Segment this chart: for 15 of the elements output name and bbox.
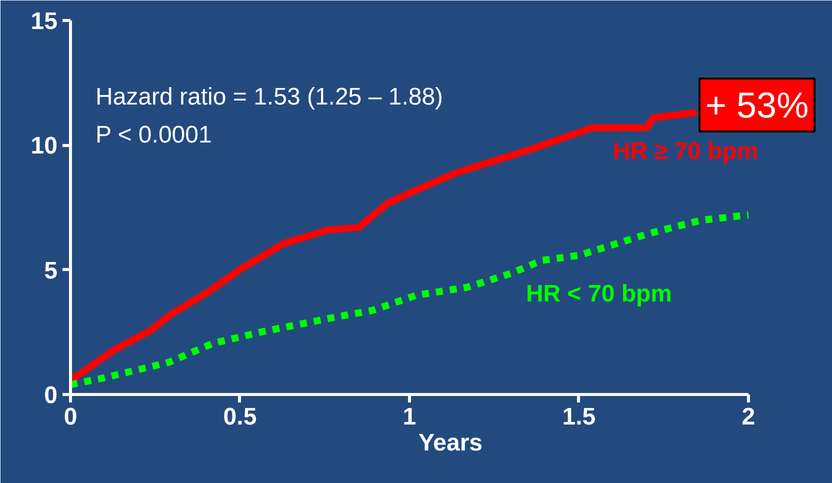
x-tick-label: 2 — [742, 404, 756, 430]
annotation: + 53% — [706, 84, 809, 126]
x-tick-label: 1 — [402, 404, 416, 430]
x-tick-label: 0 — [64, 404, 78, 430]
legend-label: HR ≥ 70 bpm — [613, 138, 758, 165]
y-tick-label: 10 — [30, 132, 58, 160]
x-tick-label: 1.5 — [562, 404, 596, 430]
annotation: P < 0.0001 — [96, 122, 212, 148]
annotation: Hazard ratio = 1.53 (1.25 – 1.88) — [96, 84, 444, 110]
x-axis-title: Years — [418, 430, 483, 456]
series-label: HR < 70 bpm — [526, 280, 672, 308]
y-tick-label: 0 — [44, 382, 58, 409]
y-tick-label: 5 — [44, 257, 58, 284]
y-tick-label: 15 — [30, 8, 58, 35]
x-tick-label: 0.5 — [223, 404, 257, 430]
